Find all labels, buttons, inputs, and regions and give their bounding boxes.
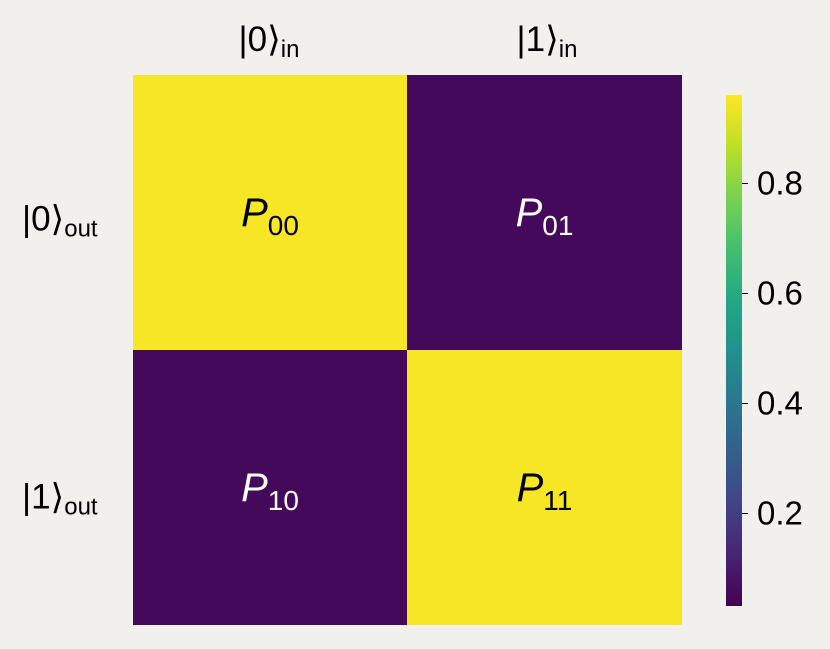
cell-symbol-10: P [241,465,268,510]
colorbar-tick-1 [742,402,748,404]
colorbar-tick-label-0: 0.2 [757,494,803,532]
col-label-0-base: |0⟩ [238,20,281,59]
row-label-1-base: |1⟩ [22,477,65,517]
colorbar-tick-2 [742,292,748,294]
col-label-1-sub: in [558,36,578,63]
cell-label-10: P10 [133,465,407,515]
cell-label-01: P01 [407,190,682,240]
colorbar-tick-label-2: 0.6 [757,274,803,312]
cell-label-00: P00 [133,190,407,240]
row-label-0: |0⟩out [22,199,98,242]
colorbar-tick-label-3: 0.8 [757,164,803,202]
col-label-1-base: |1⟩ [516,20,559,59]
heatmap-cell-11: P11 [407,350,682,625]
cell-label-11: P11 [407,465,682,515]
row-label-0-sub: out [64,215,98,243]
cell-symbol-11: P [516,465,544,510]
colorbar-tick-label-1: 0.4 [757,384,803,422]
colorbar [726,95,742,606]
col-label-1: |1⟩in [516,20,578,62]
cell-sub-10: 10 [267,484,299,516]
cell-symbol-00: P [241,190,268,235]
cell-symbol-01: P [515,190,543,235]
row-label-0-base: |0⟩ [22,199,65,239]
cell-sub-00: 00 [267,209,299,241]
row-label-1-sub: out [64,493,98,521]
colorbar-tick-0 [742,512,748,514]
col-label-0-sub: in [280,36,300,63]
heatmap-cell-01: P01 [407,75,682,350]
colorbar-tick-3 [742,182,748,184]
row-label-1: |1⟩out [22,477,98,520]
heatmap-cell-10: P10 [133,350,407,625]
heatmap-cell-00: P00 [133,75,407,350]
col-label-0: |0⟩in [238,20,300,62]
cell-sub-01: 01 [542,209,574,241]
cell-sub-11: 11 [543,484,573,516]
